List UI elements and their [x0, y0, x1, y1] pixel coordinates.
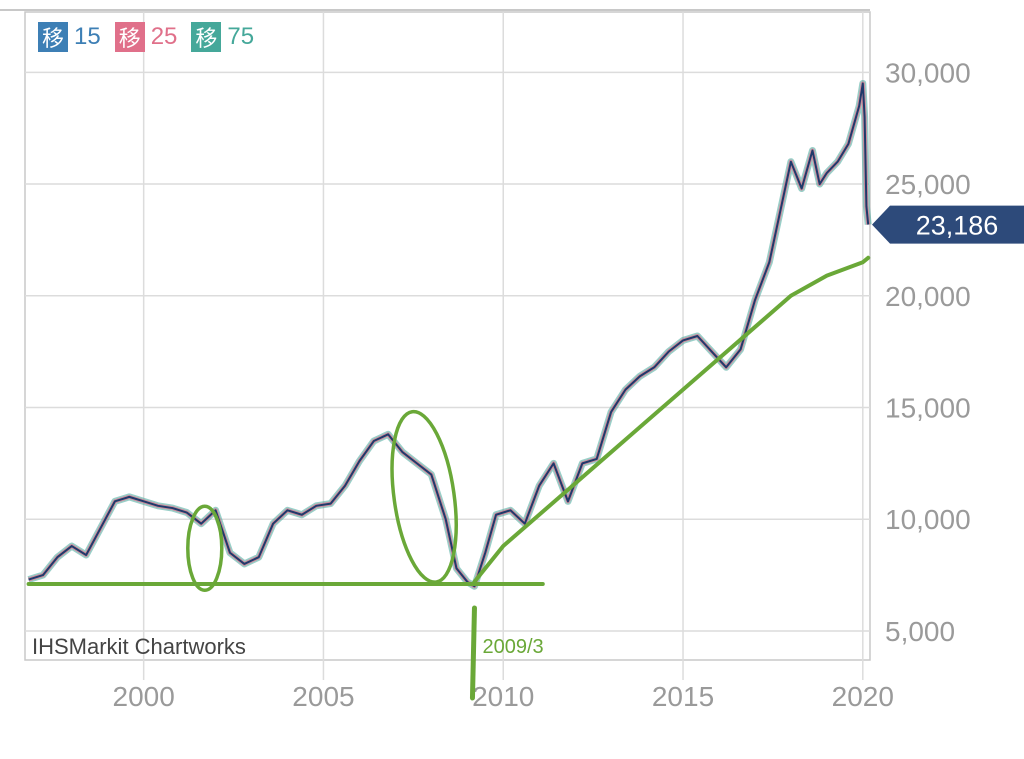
- y-tick-label: 30,000: [885, 57, 971, 88]
- trend-line-annotation: [472, 255, 871, 584]
- x-tick-label: 2000: [113, 681, 175, 712]
- circle-annotation-2007: [390, 409, 458, 584]
- y-tick-label: 20,000: [885, 281, 971, 312]
- annotation-label-2009-3: 2009/3: [482, 636, 543, 658]
- x-tick-label: 2020: [832, 681, 894, 712]
- current-price-badge: [872, 205, 1024, 244]
- legend-item-ma15[interactable]: 移 15: [38, 22, 101, 52]
- y-tick-label: 10,000: [885, 504, 971, 535]
- legend: 移 15 移 25 移 75: [38, 22, 254, 52]
- legend-value-ma25: 25: [150, 23, 178, 50]
- x-tick-label: 2015: [652, 681, 714, 712]
- legend-box-ma25: 移: [114, 22, 145, 52]
- legend-item-ma75[interactable]: 移 75: [191, 22, 254, 52]
- source-label: IHSMarkit Chartworks: [32, 634, 246, 659]
- plot-frame: [24, 11, 871, 661]
- y-tick-label: 25,000: [885, 169, 971, 200]
- ma75-line: [27, 80, 872, 590]
- current-price-label: 23,186: [916, 211, 999, 241]
- x-tick-label: 2005: [292, 681, 354, 712]
- legend-box-ma75: 移: [191, 22, 222, 52]
- circle-annotation-2001: [186, 504, 224, 593]
- legend-value-ma15: 15: [74, 23, 101, 50]
- y-tick-label: 15,000: [885, 393, 971, 424]
- legend-value-ma75: 75: [227, 23, 255, 50]
- legend-box-ma15: 移: [38, 22, 68, 52]
- x-tick-label: 2010: [472, 681, 534, 712]
- y-tick-label: 5,000: [885, 616, 955, 647]
- marker-line-2009: [469, 605, 477, 701]
- price-line: [28, 82, 870, 588]
- legend-item-ma25[interactable]: 移 25: [114, 22, 178, 52]
